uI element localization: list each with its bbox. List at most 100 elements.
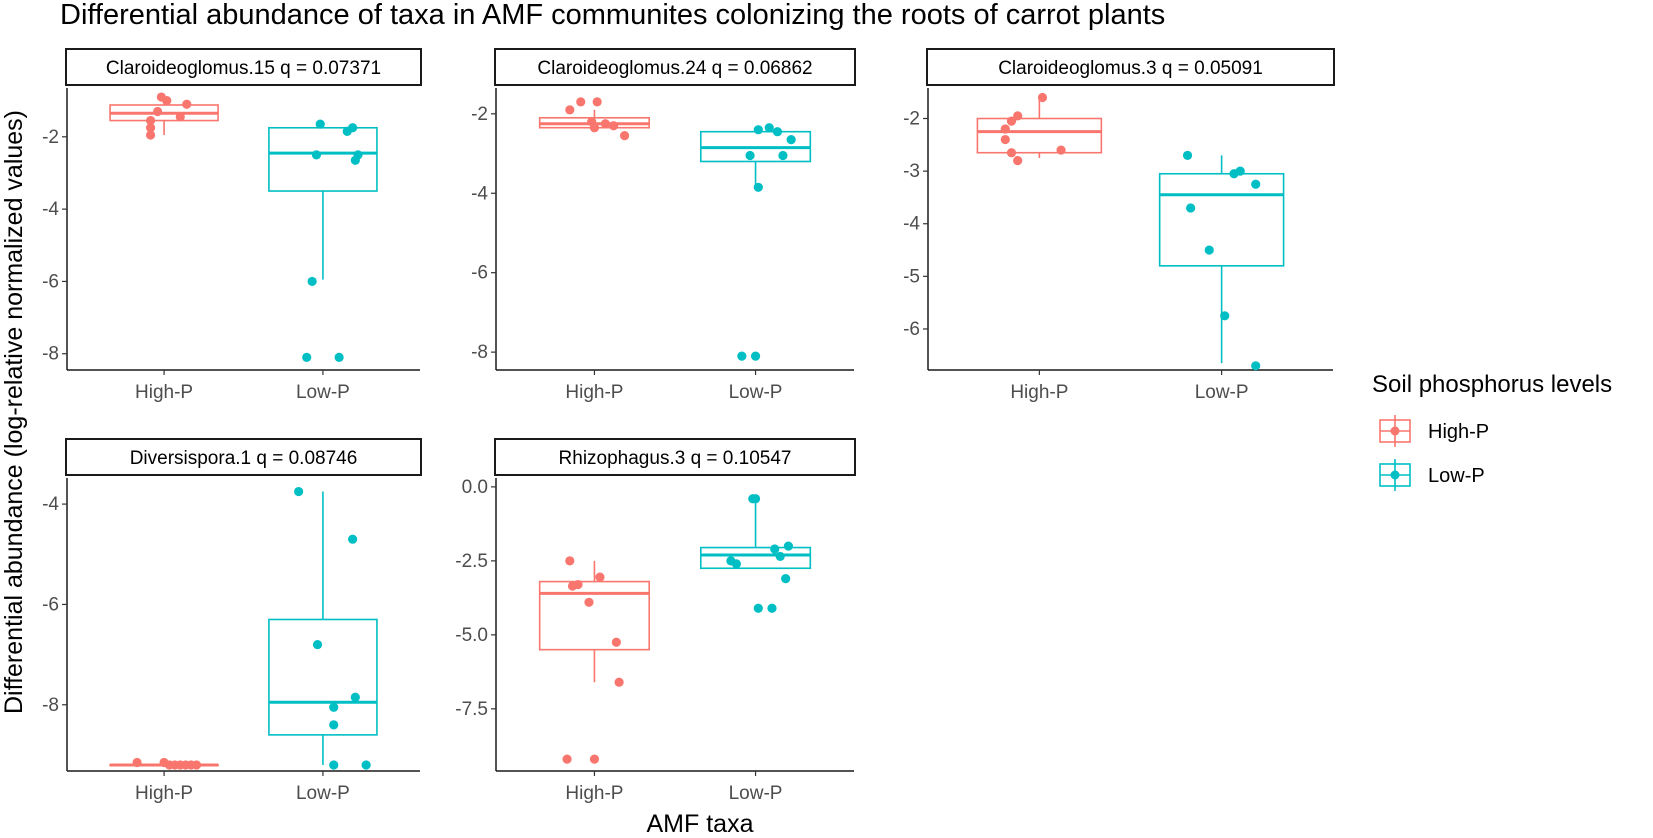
data-point <box>132 757 142 768</box>
data-point <box>1013 111 1023 121</box>
chart-title: Differential abundance of taxa in AMF co… <box>60 0 1165 31</box>
facet-strip-label: Claroideoglomus.15 q = 0.07371 <box>106 58 381 79</box>
legend-key-point <box>1390 470 1400 480</box>
y-tick-label: -4 <box>903 214 920 235</box>
data-point <box>584 597 594 607</box>
data-point <box>329 720 339 730</box>
data-point <box>1000 124 1010 134</box>
data-point <box>156 92 166 102</box>
box <box>976 117 1103 154</box>
boxplot-high-p <box>109 757 219 770</box>
data-point <box>775 551 785 562</box>
boxplot-low-p <box>268 119 378 362</box>
boxplot-high-p <box>976 92 1103 166</box>
boxplot-high-p <box>109 92 219 140</box>
y-tick-label: -8 <box>471 342 488 363</box>
boxplot-low-p <box>699 494 812 613</box>
y-tick-label: -4 <box>42 199 59 220</box>
data-point <box>778 150 788 161</box>
y-tick-label: -2.5 <box>455 551 488 572</box>
facet-panels: Claroideoglomus.15 q = 0.07371 -2 -4 -6 -8 Hi… <box>42 48 1335 804</box>
legend-item-high-p: High-P <box>1379 415 1489 447</box>
data-point <box>175 112 185 122</box>
data-point <box>764 123 774 133</box>
data-point <box>619 131 630 141</box>
data-point <box>353 150 363 160</box>
legend-item-low-p: Low-P <box>1379 459 1485 491</box>
facet-panel-4: Diversispora.1 q = 0.08746 -4 -6 -8 High-P Lo… <box>42 438 422 804</box>
y-tick-label: -4 <box>42 494 59 515</box>
data-point <box>750 494 761 504</box>
data-point <box>348 534 358 544</box>
data-point <box>767 603 777 613</box>
data-point <box>745 150 755 161</box>
data-point <box>350 692 360 702</box>
y-tick-label: -5.0 <box>455 625 488 646</box>
data-point <box>1000 134 1010 145</box>
y-tick-label: -6 <box>42 594 59 615</box>
data-point <box>750 351 761 361</box>
data-point <box>595 572 605 582</box>
data-point <box>1037 92 1048 103</box>
y-tick-label: -5 <box>903 266 920 287</box>
data-point <box>334 352 344 362</box>
y-tick-label: -2 <box>903 109 920 130</box>
data-point <box>614 677 624 687</box>
data-point <box>753 603 763 613</box>
y-tick-label: -8 <box>42 695 59 716</box>
facet-strip <box>926 48 1335 86</box>
data-point <box>786 135 796 145</box>
data-point <box>600 119 611 129</box>
boxplot-high-p <box>538 97 651 141</box>
data-point <box>191 760 202 770</box>
x-tick-label: High-P <box>565 382 623 403</box>
data-point <box>361 760 371 770</box>
y-tick-label: -6 <box>903 319 920 340</box>
data-point <box>737 351 747 361</box>
data-point <box>770 544 780 554</box>
data-point <box>1235 166 1245 176</box>
data-point <box>294 486 304 497</box>
data-point <box>182 99 192 109</box>
x-tick-label: Low-P <box>296 783 350 804</box>
box <box>699 546 812 570</box>
data-point <box>1006 116 1017 126</box>
data-point <box>329 702 339 712</box>
data-point <box>609 121 619 131</box>
x-tick-label: High-P <box>565 783 623 804</box>
y-tick-label: -2 <box>471 104 488 125</box>
facet-panel-2: Claroideoglomus.24 q = 0.06862 -2 -4 -6 -8 Hi… <box>471 48 856 403</box>
data-point <box>753 182 763 192</box>
facet-strip <box>494 438 856 476</box>
legend-title: Soil phosphorus levels <box>1372 371 1612 398</box>
data-point <box>772 127 783 137</box>
facet-strip-label: Diversispora.1 q = 0.08746 <box>130 448 358 469</box>
box <box>538 580 651 651</box>
facet-panel-3: Claroideoglomus.3 q = 0.05091 -2 -3 -4 -5 -6 H… <box>903 48 1335 403</box>
data-point <box>573 579 583 590</box>
x-tick-label: Low-P <box>729 783 783 804</box>
data-point <box>145 130 156 140</box>
data-point <box>1182 150 1193 160</box>
y-tick-label: -3 <box>903 161 920 182</box>
x-axis-label: AMF taxa <box>647 810 754 838</box>
data-point <box>576 97 586 107</box>
facet-strip <box>494 48 856 86</box>
data-point <box>307 276 317 287</box>
x-tick-label: Low-P <box>1195 382 1249 403</box>
x-tick-label: High-P <box>1010 382 1068 403</box>
x-tick-label: High-P <box>135 783 193 804</box>
data-point <box>1251 361 1261 371</box>
facet-strip <box>65 48 422 86</box>
y-tick-label: -7.5 <box>455 699 488 720</box>
data-point <box>731 559 741 569</box>
facet-panel-1: Claroideoglomus.15 q = 0.07371 -2 -4 -6 -8 Hi… <box>42 48 422 403</box>
data-point <box>312 639 323 650</box>
y-tick-label: -8 <box>42 344 59 365</box>
y-tick-label: -6 <box>42 271 59 292</box>
box <box>268 618 378 736</box>
data-point <box>315 119 325 129</box>
y-tick-label: 0.0 <box>462 477 488 498</box>
data-point <box>145 123 156 133</box>
